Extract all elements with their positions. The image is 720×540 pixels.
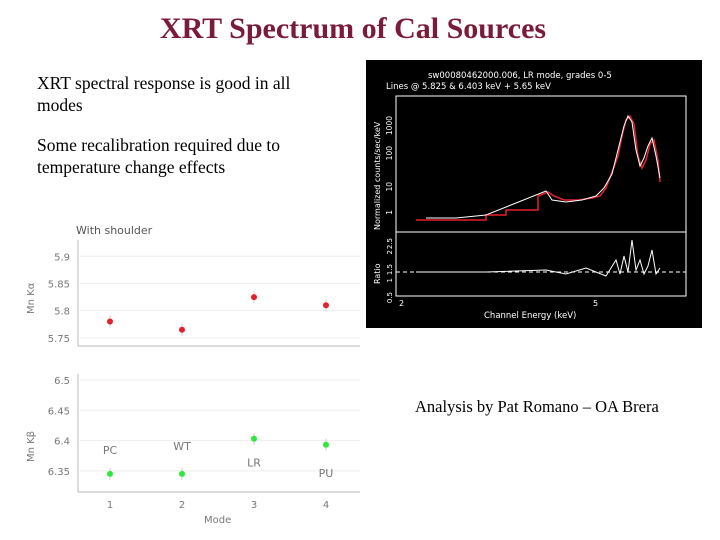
spectrum-ytick-bottom: 2 (386, 250, 394, 254)
spectrum-ytick-top: 10 (385, 182, 394, 192)
spectrum-header-line2: Lines @ 5.825 & 6.403 keV + 5.65 keV (386, 82, 551, 92)
mn-ka-data-point (323, 302, 329, 309)
mn-kb-point-label: LR (247, 457, 261, 470)
spectrum-ylabel-bottom: Ratio (373, 263, 382, 284)
spectrum-model-line (416, 114, 661, 221)
mn-kb-xlabel: Mode (204, 515, 231, 526)
mn-ka-ytick-label: 5.75 (48, 334, 70, 345)
spectrum-lower-frame (395, 231, 687, 297)
mn-ka-data-point (107, 318, 113, 325)
spectrum-ytick-bottom: 1 (386, 278, 394, 282)
mn-kb-data-point (323, 441, 329, 448)
spectrum-ytick-bottom: 1.5 (386, 264, 394, 275)
spectrum-header-line1: sw00080462000.006, LR mode, grades 0-5 (428, 71, 612, 81)
mn-kb-point-label: PC (103, 444, 118, 457)
mn-ka-ytick-label: 5.8 (54, 307, 70, 318)
spectrum-ytick-bottom: 2.5 (386, 238, 394, 249)
bullet-recalibration: Some recalibration required due to tempe… (37, 135, 280, 177)
slide-title: XRT Spectrum of Cal Sources (159, 12, 547, 45)
mn-kb-xtick-label: 4 (323, 500, 329, 511)
spectrum-xtick: 5 (593, 299, 598, 308)
spectrum-data-line (426, 114, 661, 219)
mn-ka-ytick-label: 5.9 (54, 252, 70, 263)
mn-ka-data-point (179, 326, 185, 333)
spectrum-upper-frame (395, 95, 687, 233)
spectrum-svg: sw00080462000.006, LR mode, grades 0-5 L… (373, 71, 687, 321)
mn-ka-panel: Mn Kα 5.75 5.8 5.85 5.9 (26, 240, 360, 347)
spectrum-ytick-bottom: 0.5 (386, 292, 394, 303)
spectrum-ylabel-top: Normalized counts/sec/keV (373, 121, 382, 230)
analysis-credit: Analysis by Pat Romano – OA Brera (415, 397, 659, 416)
mn-kb-ytick-label: 6.4 (54, 437, 70, 448)
spectrum-xtick: 2 (399, 299, 404, 308)
mn-kb-data-point (251, 435, 257, 442)
bullet-response: XRT spectral response is good in all mod… (37, 73, 291, 115)
spectrum-ytick-top: 1 (385, 210, 394, 215)
mn-ka-ytick-label: 5.85 (48, 279, 70, 290)
mn-ka-ylabel: Mn Kα (26, 282, 37, 314)
mn-kb-ylabel: Mn Kβ (26, 431, 37, 462)
mn-ka-data-point (251, 294, 257, 301)
top-panel-title: With shoulder (76, 224, 153, 237)
spectrum-ratio-data (416, 239, 661, 277)
spectrum-ytick-top: 1000 (385, 116, 394, 135)
mn-kb-point-label: WT (173, 440, 191, 453)
mn-kb-xtick-label: 1 (107, 500, 113, 511)
line-energy-svg: With shoulder Mn Kα 5.75 5.8 5.85 5.9 Mn Kβ… (26, 224, 360, 526)
spectrum-figure: sw00080462000.006, LR mode, grades 0-5 L… (366, 60, 702, 328)
mn-kb-panel: Mn Kβ Mode 6.35 6.4 6.45 6.5 1 PC 2 WT 3 LR 4 PU (26, 374, 360, 526)
spectrum-xlabel: Channel Energy (keV) (484, 311, 576, 321)
mn-kb-ytick-label: 6.35 (48, 467, 70, 478)
mn-kb-ytick-label: 6.5 (54, 376, 70, 387)
mn-kb-xtick-label: 3 (251, 500, 257, 511)
mn-kb-data-point (179, 470, 185, 477)
spectrum-ytick-top: 100 (385, 146, 394, 161)
mn-kb-data-point (107, 470, 113, 477)
mn-kb-point-label: PU (319, 467, 334, 480)
mn-kb-xtick-label: 2 (179, 500, 185, 511)
mn-kb-ytick-label: 6.45 (48, 406, 70, 417)
line-energy-plots: With shoulder Mn Kα 5.75 5.8 5.85 5.9 Mn Kβ… (0, 218, 365, 535)
